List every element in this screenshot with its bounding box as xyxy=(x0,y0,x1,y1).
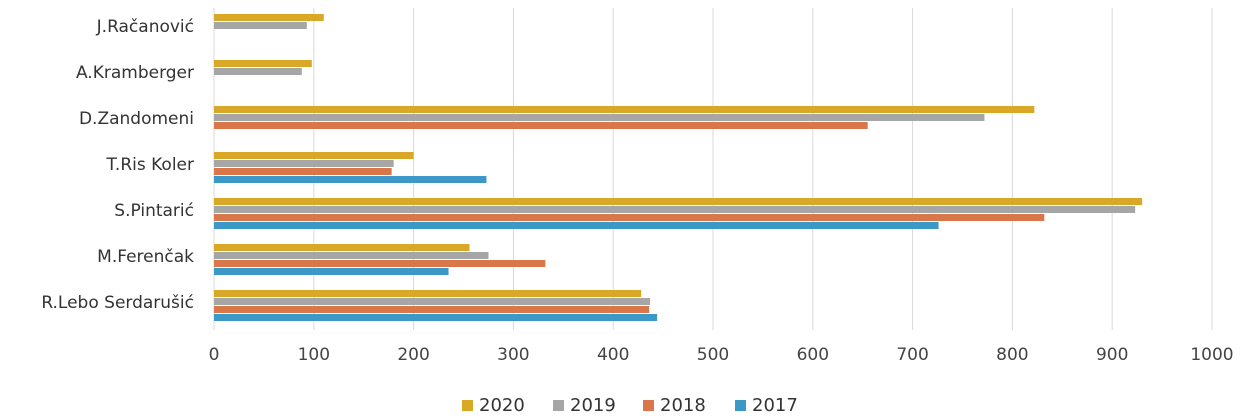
x-tick-label: 400 xyxy=(597,345,629,365)
bar-2017 xyxy=(214,222,939,229)
bar-2020 xyxy=(214,152,414,159)
x-tick-label: 600 xyxy=(797,345,829,365)
bar-2019 xyxy=(214,160,394,167)
bar-2020 xyxy=(214,244,470,251)
bar-2018 xyxy=(214,306,650,313)
x-tick-label: 500 xyxy=(697,345,729,365)
bar-2020 xyxy=(214,14,324,21)
category-label: J.Račanović xyxy=(96,17,194,37)
category-labels: J.Račanović A.Kramberger D.Zandomeni T.Ris … xyxy=(41,17,194,313)
x-tick-label: 100 xyxy=(298,345,330,365)
bar-2019 xyxy=(214,298,651,305)
category-label: T.Ris Koler xyxy=(106,155,194,175)
bar-2017 xyxy=(214,268,449,275)
x-tick-label: 700 xyxy=(896,345,928,365)
bar-2017 xyxy=(214,176,487,183)
gridlines xyxy=(213,8,1213,330)
category-label: D.Zandomeni xyxy=(79,109,194,129)
bar-2018 xyxy=(214,260,546,267)
x-tick-label: 1000 xyxy=(1190,345,1233,365)
x-tick-label: 300 xyxy=(497,345,529,365)
category-label: A.Kramberger xyxy=(76,63,194,83)
bar-2019 xyxy=(214,252,489,259)
legend-label: 2020 xyxy=(479,395,525,416)
category-label: S.Pintarić xyxy=(114,201,194,221)
legend-swatch-2017 xyxy=(735,400,746,411)
bar-2019 xyxy=(214,22,307,29)
bar-2019 xyxy=(214,68,302,75)
x-tick-labels: 0 100 200 300 400 500 600 700 800 900 1000 xyxy=(209,345,1234,365)
bar-2020 xyxy=(214,198,1143,205)
category-label: M.Ferenčak xyxy=(97,247,194,267)
legend-swatch-2018 xyxy=(643,400,654,411)
bar-2019 xyxy=(214,114,985,121)
bar-2020 xyxy=(214,60,312,67)
legend-label: 2018 xyxy=(660,395,706,416)
bar-2018 xyxy=(214,122,868,129)
legend: 2020 2019 2018 2017 xyxy=(462,395,798,416)
x-tick-label: 200 xyxy=(397,345,429,365)
legend-label: 2019 xyxy=(570,395,616,416)
category-label: R.Lebo Serdarušić xyxy=(41,293,194,313)
x-tick-label: 900 xyxy=(1096,345,1128,365)
bar-2018 xyxy=(214,214,1045,221)
bar-2018 xyxy=(214,168,392,175)
bar-2020 xyxy=(214,290,642,297)
bar-2020 xyxy=(214,106,1035,113)
bars-group xyxy=(214,14,1143,321)
x-tick-label: 800 xyxy=(996,345,1028,365)
legend-label: 2017 xyxy=(752,395,798,416)
legend-swatch-2019 xyxy=(553,400,564,411)
legend-swatch-2020 xyxy=(462,400,473,411)
bar-2019 xyxy=(214,206,1136,213)
bar-2017 xyxy=(214,314,658,321)
x-tick-label: 0 xyxy=(209,345,220,365)
